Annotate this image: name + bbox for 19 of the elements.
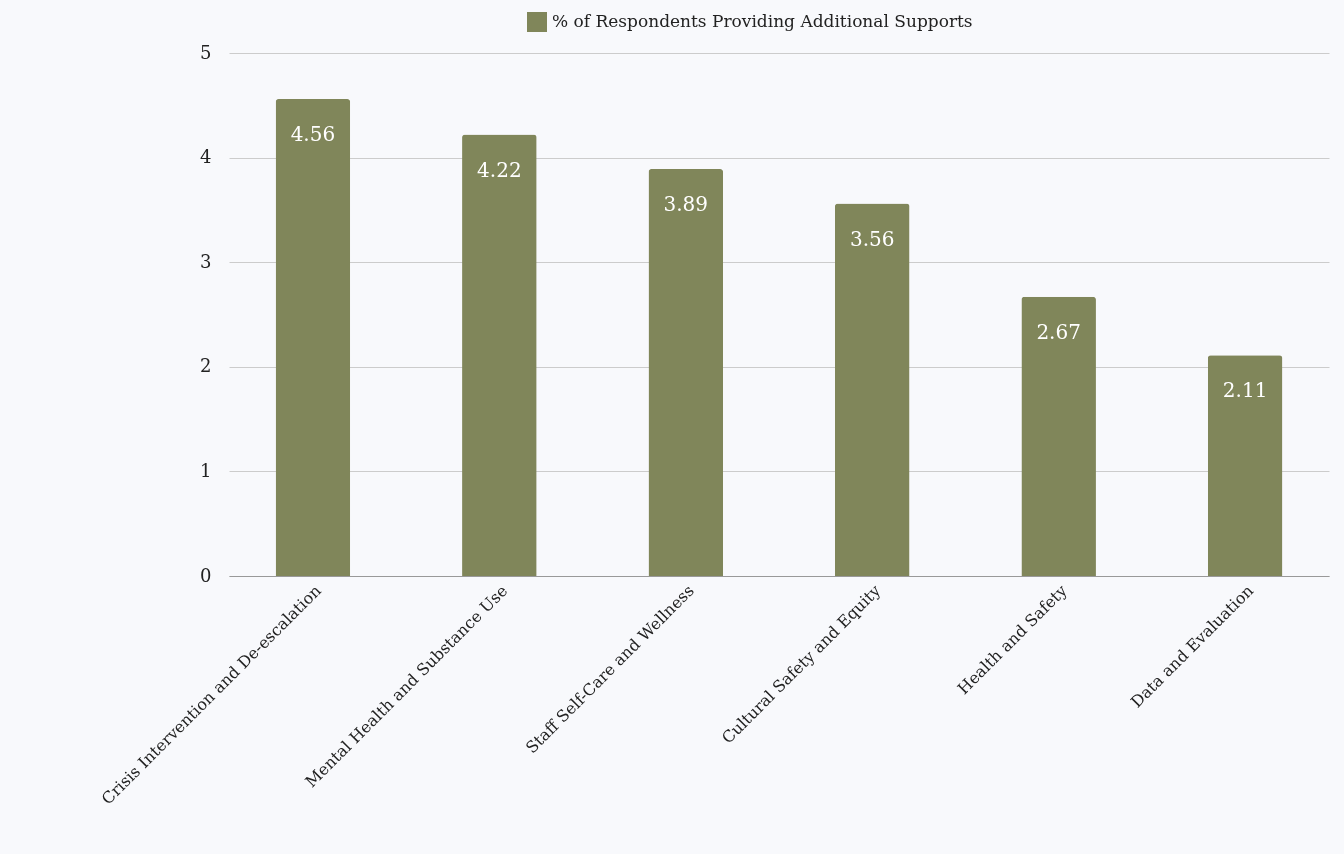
y-tick-label: 0 — [200, 564, 212, 586]
bar — [648, 169, 724, 576]
data-label: 4.56 — [290, 122, 336, 147]
bar — [834, 203, 910, 576]
y-tick-label: 3 — [200, 250, 212, 272]
bar — [1021, 296, 1096, 576]
data-label: 4.22 — [477, 157, 522, 182]
bar — [275, 99, 351, 576]
legend-label: % of Respondents Providing Additional Supports — [552, 11, 973, 31]
y-tick-label: 4 — [200, 146, 212, 168]
y-tick-label: 5 — [200, 41, 212, 63]
data-label: 2.11 — [1222, 378, 1268, 403]
data-label: 3.56 — [849, 226, 895, 251]
y-tick-label: 2 — [200, 355, 212, 377]
bar — [1207, 355, 1283, 576]
bar — [462, 134, 537, 576]
y-tick-label: 1 — [200, 459, 212, 481]
data-label: 2.67 — [1036, 319, 1081, 344]
data-label: 3.89 — [663, 192, 709, 217]
